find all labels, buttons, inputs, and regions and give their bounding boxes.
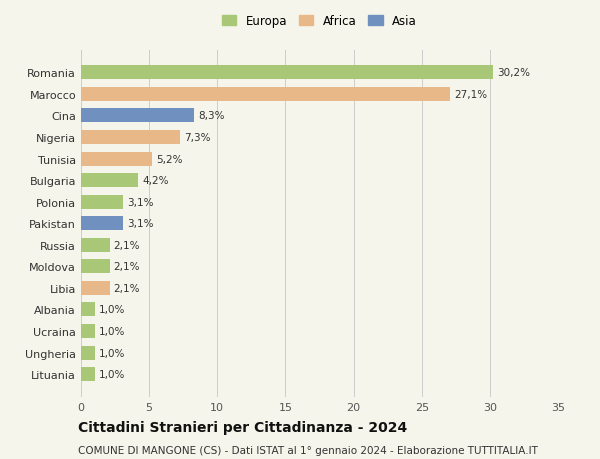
Text: 27,1%: 27,1%	[454, 90, 488, 100]
Text: 2,1%: 2,1%	[114, 283, 140, 293]
Bar	[81, 346, 95, 360]
Bar	[81, 152, 152, 166]
Bar	[81, 88, 451, 102]
Text: 3,1%: 3,1%	[127, 219, 154, 229]
Text: 30,2%: 30,2%	[497, 68, 530, 78]
Text: 1,0%: 1,0%	[99, 348, 125, 358]
Bar	[81, 195, 123, 209]
Text: 2,1%: 2,1%	[114, 240, 140, 250]
Text: 3,1%: 3,1%	[127, 197, 154, 207]
Bar	[81, 66, 493, 80]
Bar	[81, 238, 110, 252]
Bar	[81, 174, 138, 188]
Bar	[81, 325, 95, 338]
Text: 8,3%: 8,3%	[198, 111, 225, 121]
Text: 2,1%: 2,1%	[114, 262, 140, 272]
Text: Cittadini Stranieri per Cittadinanza - 2024: Cittadini Stranieri per Cittadinanza - 2…	[78, 420, 407, 434]
Bar	[81, 260, 110, 274]
Text: 5,2%: 5,2%	[156, 154, 182, 164]
Text: COMUNE DI MANGONE (CS) - Dati ISTAT al 1° gennaio 2024 - Elaborazione TUTTITALIA: COMUNE DI MANGONE (CS) - Dati ISTAT al 1…	[78, 445, 538, 455]
Bar	[81, 217, 123, 231]
Bar	[81, 367, 95, 381]
Legend: Europa, Africa, Asia: Europa, Africa, Asia	[219, 11, 420, 31]
Text: 1,0%: 1,0%	[99, 369, 125, 379]
Bar	[81, 109, 194, 123]
Bar	[81, 303, 95, 317]
Bar	[81, 131, 181, 145]
Text: 4,2%: 4,2%	[142, 176, 169, 186]
Bar	[81, 281, 110, 295]
Text: 1,0%: 1,0%	[99, 326, 125, 336]
Text: 7,3%: 7,3%	[185, 133, 211, 143]
Text: 1,0%: 1,0%	[99, 305, 125, 315]
